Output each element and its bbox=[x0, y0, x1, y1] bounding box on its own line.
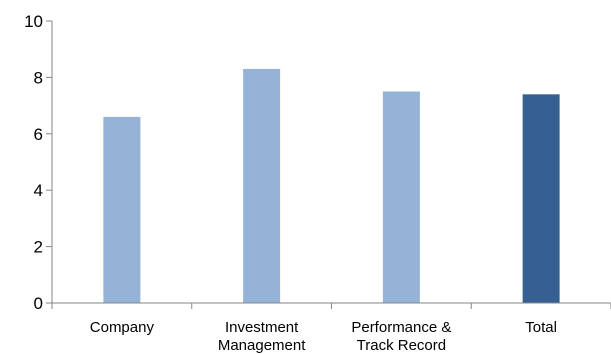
x-category-label: Company bbox=[90, 319, 155, 336]
x-category-label: Investment Management bbox=[218, 319, 306, 354]
y-tick-label: 8 bbox=[34, 68, 43, 87]
y-tick-label: 10 bbox=[24, 12, 43, 31]
bar-0 bbox=[103, 116, 141, 303]
bar-2 bbox=[382, 91, 420, 303]
y-tick-label: 0 bbox=[34, 294, 43, 313]
x-axis-labels: Company Investment Management Performance &… bbox=[90, 319, 557, 354]
axes bbox=[51, 21, 611, 309]
bar-1 bbox=[243, 68, 281, 303]
y-tick-label: 2 bbox=[34, 238, 43, 257]
bar-3 bbox=[522, 94, 560, 303]
x-category-label: Performance & Track Record bbox=[351, 319, 451, 354]
y-tick-label: 6 bbox=[34, 125, 43, 144]
y-axis-ticks: 0 2 4 6 8 10 bbox=[24, 12, 52, 313]
x-category-label: Total bbox=[525, 319, 557, 336]
bar-series bbox=[103, 68, 560, 303]
y-tick-label: 4 bbox=[34, 181, 43, 200]
